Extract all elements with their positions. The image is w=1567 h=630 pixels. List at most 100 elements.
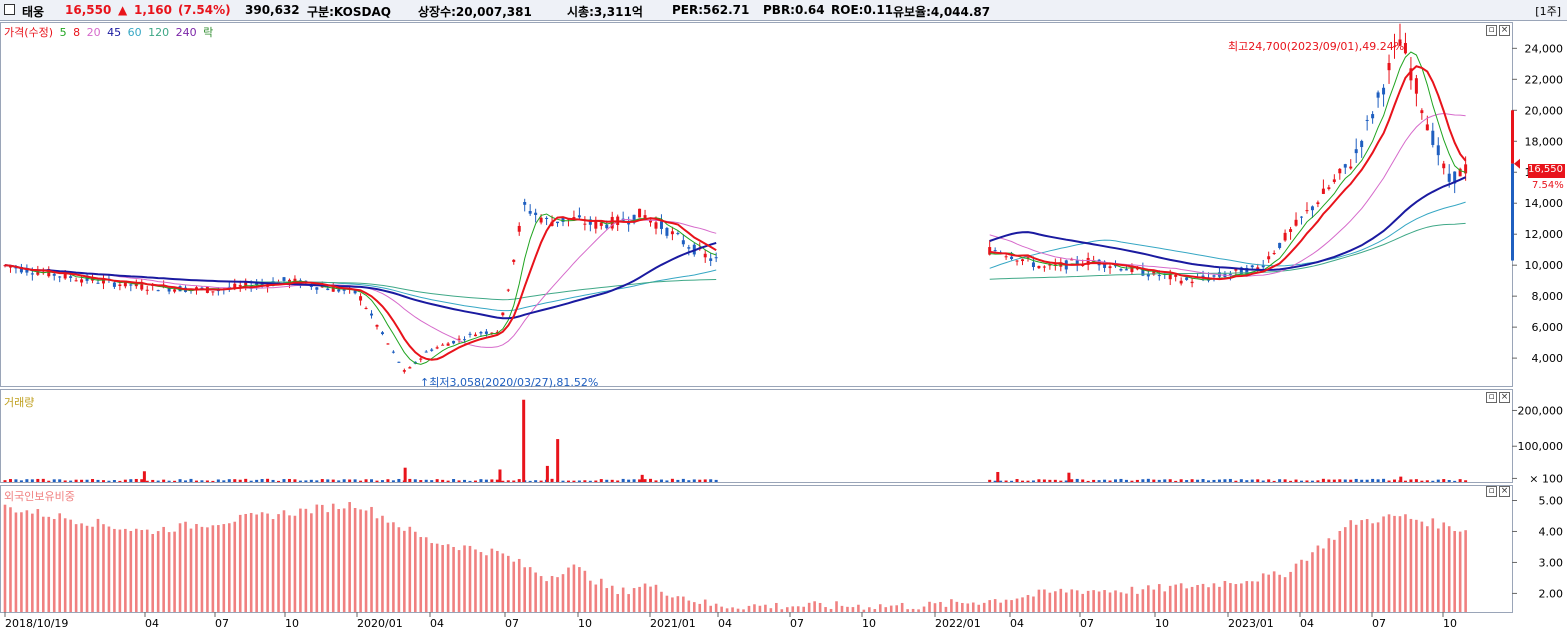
close-icon[interactable]: × [1499,392,1510,403]
foreign-bar [1147,585,1150,612]
volume-bar [1442,479,1446,482]
foreign-bar [1240,583,1243,612]
x-tick-label: 04 [1300,617,1314,630]
foreign-bar [479,552,483,612]
foreign-bar [1179,583,1183,612]
volume-bar [1458,479,1462,482]
candle-body [1141,267,1145,276]
legend-rights: 락 [203,26,214,39]
volume-bar [1174,480,1178,482]
volume-bar [1064,480,1068,482]
candle-body [512,259,516,262]
close-icon[interactable]: × [1499,25,1510,36]
candle-body [30,273,34,275]
volume-bar [30,479,34,482]
x-tick-label: 10 [1443,617,1457,630]
foreign-bar [1272,571,1276,612]
foreign-bar [501,553,505,612]
volume-bar [348,479,352,482]
foreign-bar [129,530,133,612]
foreign-bar [249,512,253,612]
minimize-icon[interactable]: ▫ [1486,486,1497,497]
candle-body [364,308,368,310]
candle-body [517,225,521,232]
foreign-bar [1229,583,1232,612]
minimize-icon[interactable]: ▫ [1486,25,1497,36]
volume-bar [1278,479,1282,482]
foreign-bar [20,512,23,612]
volume-bar [370,479,374,482]
foreign-bar [1207,587,1210,612]
candle-body [19,267,23,273]
x-tick-label: 07 [1372,617,1386,630]
foreign-bar [195,524,198,612]
candle-body [1004,256,1008,258]
foreign-bar [1234,584,1238,612]
foreign-bar [1114,590,1117,612]
foreign-bar [840,605,844,612]
volume-bar [63,480,67,482]
foreign-bar [1283,577,1287,612]
foreign-bar [1387,514,1391,612]
ma45-line [4,176,1467,320]
volume-bar [501,480,505,482]
foreign-bar [539,576,543,612]
candle-body [74,280,78,282]
candle-body [539,217,543,223]
foreign-bar [977,604,981,612]
foreign-bar [1300,559,1303,612]
select-checkbox[interactable] [4,4,15,15]
foreign-bar [1043,589,1046,612]
volume-bar [566,480,570,482]
foreign-bar [1393,515,1396,612]
candle-body [993,250,997,252]
candle-body [380,332,384,335]
foreign-bar [698,603,702,612]
candle-body [69,276,73,278]
volume-bar [200,480,204,482]
period-selector[interactable]: [1주] [1535,5,1561,18]
y-tick-label: 24,000 [1525,42,1564,55]
volume-bar [1436,479,1440,482]
volume-bar [375,480,379,482]
foreign-bar [1152,589,1156,612]
foreign-panel-buttons: ▫ × [1484,486,1510,497]
minimize-icon[interactable]: ▫ [1486,392,1497,403]
volume-bar [1010,480,1014,482]
candle-body [80,279,84,283]
y-tick-label: 18,000 [1525,135,1564,148]
candle-body [238,285,242,287]
candle-body [545,217,549,219]
candle-body [1174,274,1178,277]
foreign-bar [392,522,395,612]
y-tick-label: 12,000 [1525,228,1564,241]
candle-body [402,370,406,372]
candle-body [375,324,379,327]
volume-bar [676,479,680,482]
volume-bar [1403,480,1407,482]
close-icon[interactable]: × [1499,486,1510,497]
volume-bar [1179,479,1183,482]
volume-bar [331,479,335,482]
volume-bar [638,479,642,482]
volume-bar [140,479,144,482]
volume-bar [1217,479,1221,482]
volume-bar [287,478,291,482]
foreign-bar [419,537,423,612]
volume-bar [1294,479,1298,482]
foreign-bar [1059,588,1063,612]
candle-body [687,247,691,249]
volume-bar [255,479,259,482]
foreign-bar [807,602,811,612]
foreign-bar [435,543,439,612]
candle-body [670,231,674,235]
volume-bar [211,480,215,482]
candle-body [1021,259,1025,262]
volume-bar [714,479,718,482]
foreign-bar [310,513,313,612]
volume-bar [1196,479,1200,482]
foreign-bar [911,608,915,612]
volume-bar [1048,479,1052,482]
volume-bar [1146,478,1150,482]
